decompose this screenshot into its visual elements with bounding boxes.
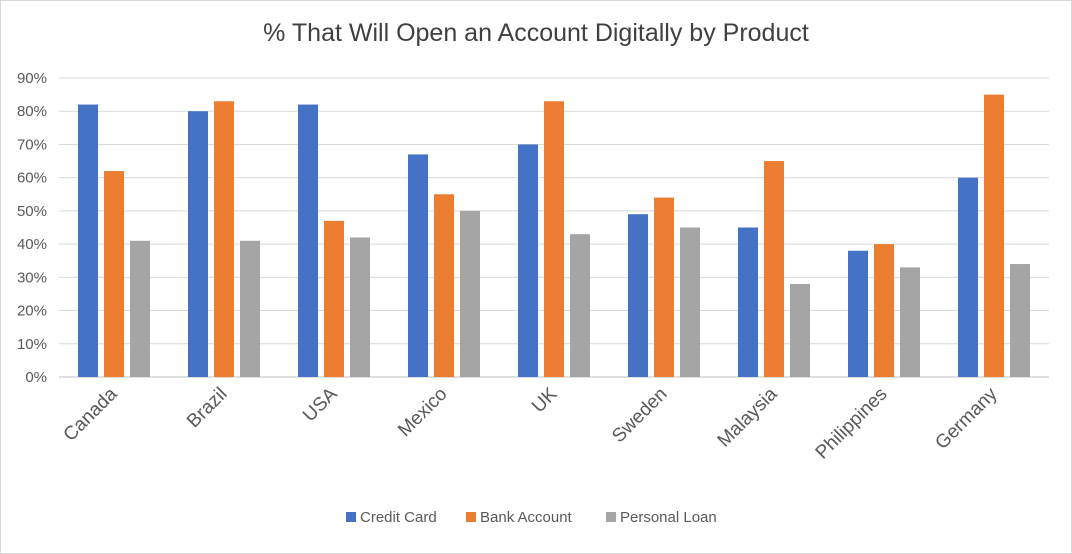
y-tick-label: 60%: [17, 170, 47, 187]
bar-personal-loan-mexico: [460, 210, 480, 377]
y-tick-label: 30%: [17, 269, 47, 286]
bar-personal-loan-usa: [350, 237, 370, 377]
bar-personal-loan-canada: [130, 240, 150, 377]
bar-personal-loan-brazil: [240, 240, 260, 377]
chart-title: % That Will Open an Account Digitally by…: [263, 19, 809, 47]
bar-bank-account-sweden: [654, 197, 674, 377]
legend-swatch: [466, 512, 476, 522]
bar-bank-account-philippines: [874, 244, 894, 377]
x-category-label: Sweden: [608, 384, 671, 447]
legend-label: Personal Loan: [620, 509, 717, 526]
y-tick-label: 50%: [17, 203, 47, 220]
bar-credit-card-canada: [78, 104, 98, 378]
bar-credit-card-uk: [518, 144, 538, 377]
x-category-label: Germany: [931, 383, 1001, 453]
bar-bank-account-uk: [544, 101, 564, 377]
bar-credit-card-brazil: [188, 111, 208, 377]
y-tick-label: 40%: [17, 236, 47, 253]
x-category-label: Malaysia: [714, 383, 782, 451]
bar-bank-account-germany: [984, 94, 1004, 377]
bar-credit-card-usa: [298, 104, 318, 378]
bar-bank-account-mexico: [434, 194, 454, 377]
bar-bank-account-brazil: [214, 101, 234, 377]
bar-credit-card-germany: [958, 177, 978, 377]
bar-personal-loan-malaysia: [790, 283, 810, 377]
bar-personal-loan-germany: [1010, 264, 1030, 377]
y-tick-label: 20%: [17, 303, 47, 320]
y-tick-label: 90%: [17, 70, 47, 87]
x-category-label: Canada: [60, 383, 122, 445]
y-tick-label: 0%: [25, 369, 47, 386]
bar-credit-card-malaysia: [738, 227, 758, 377]
bar-bank-account-malaysia: [764, 161, 784, 377]
y-tick-label: 80%: [17, 103, 47, 120]
bar-personal-loan-philippines: [900, 267, 920, 377]
legend-swatch: [346, 512, 356, 522]
x-category-label: UK: [528, 383, 562, 417]
x-category-label: Philippines: [812, 384, 892, 464]
x-category-label: Mexico: [394, 384, 451, 441]
legend-swatch: [606, 512, 616, 522]
bar-credit-card-philippines: [848, 250, 868, 377]
bar-credit-card-sweden: [628, 214, 648, 377]
y-tick-label: 10%: [17, 336, 47, 353]
bar-bank-account-usa: [324, 220, 344, 377]
x-category-label: Brazil: [183, 384, 231, 432]
legend-label: Bank Account: [480, 509, 573, 526]
legend-label: Credit Card: [360, 509, 437, 526]
x-category-label: USA: [299, 383, 342, 426]
bar-credit-card-mexico: [408, 154, 428, 377]
bar-personal-loan-uk: [570, 234, 590, 377]
y-tick-label: 70%: [17, 136, 47, 153]
bar-personal-loan-sweden: [680, 227, 700, 377]
bar-bank-account-canada: [104, 171, 124, 377]
